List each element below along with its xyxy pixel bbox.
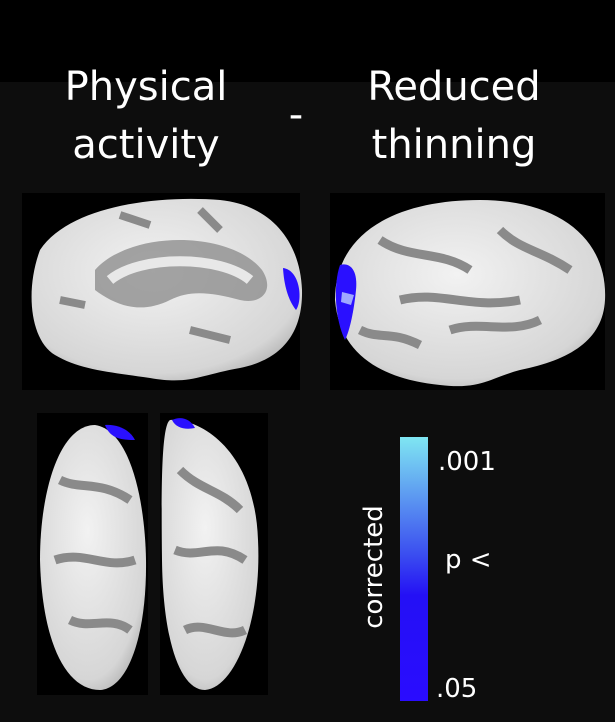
brain-superior (37, 413, 268, 695)
right-title-line1: Reduced (367, 64, 540, 110)
right-title-line2: thinning (372, 122, 537, 168)
brain-lateral (330, 193, 606, 390)
left-title-line1: Physical (65, 64, 228, 110)
top-band (0, 0, 615, 82)
separator: - (289, 92, 303, 138)
brain-medial (22, 193, 303, 390)
colorbar-top-label: .001 (438, 447, 496, 477)
colorbar-middle-label: p < (445, 545, 492, 575)
colorbar-title: corrected (359, 505, 389, 629)
colorbar (400, 437, 428, 701)
left-title-line2: activity (72, 122, 219, 168)
colorbar-bottom-label: .05 (436, 674, 477, 704)
